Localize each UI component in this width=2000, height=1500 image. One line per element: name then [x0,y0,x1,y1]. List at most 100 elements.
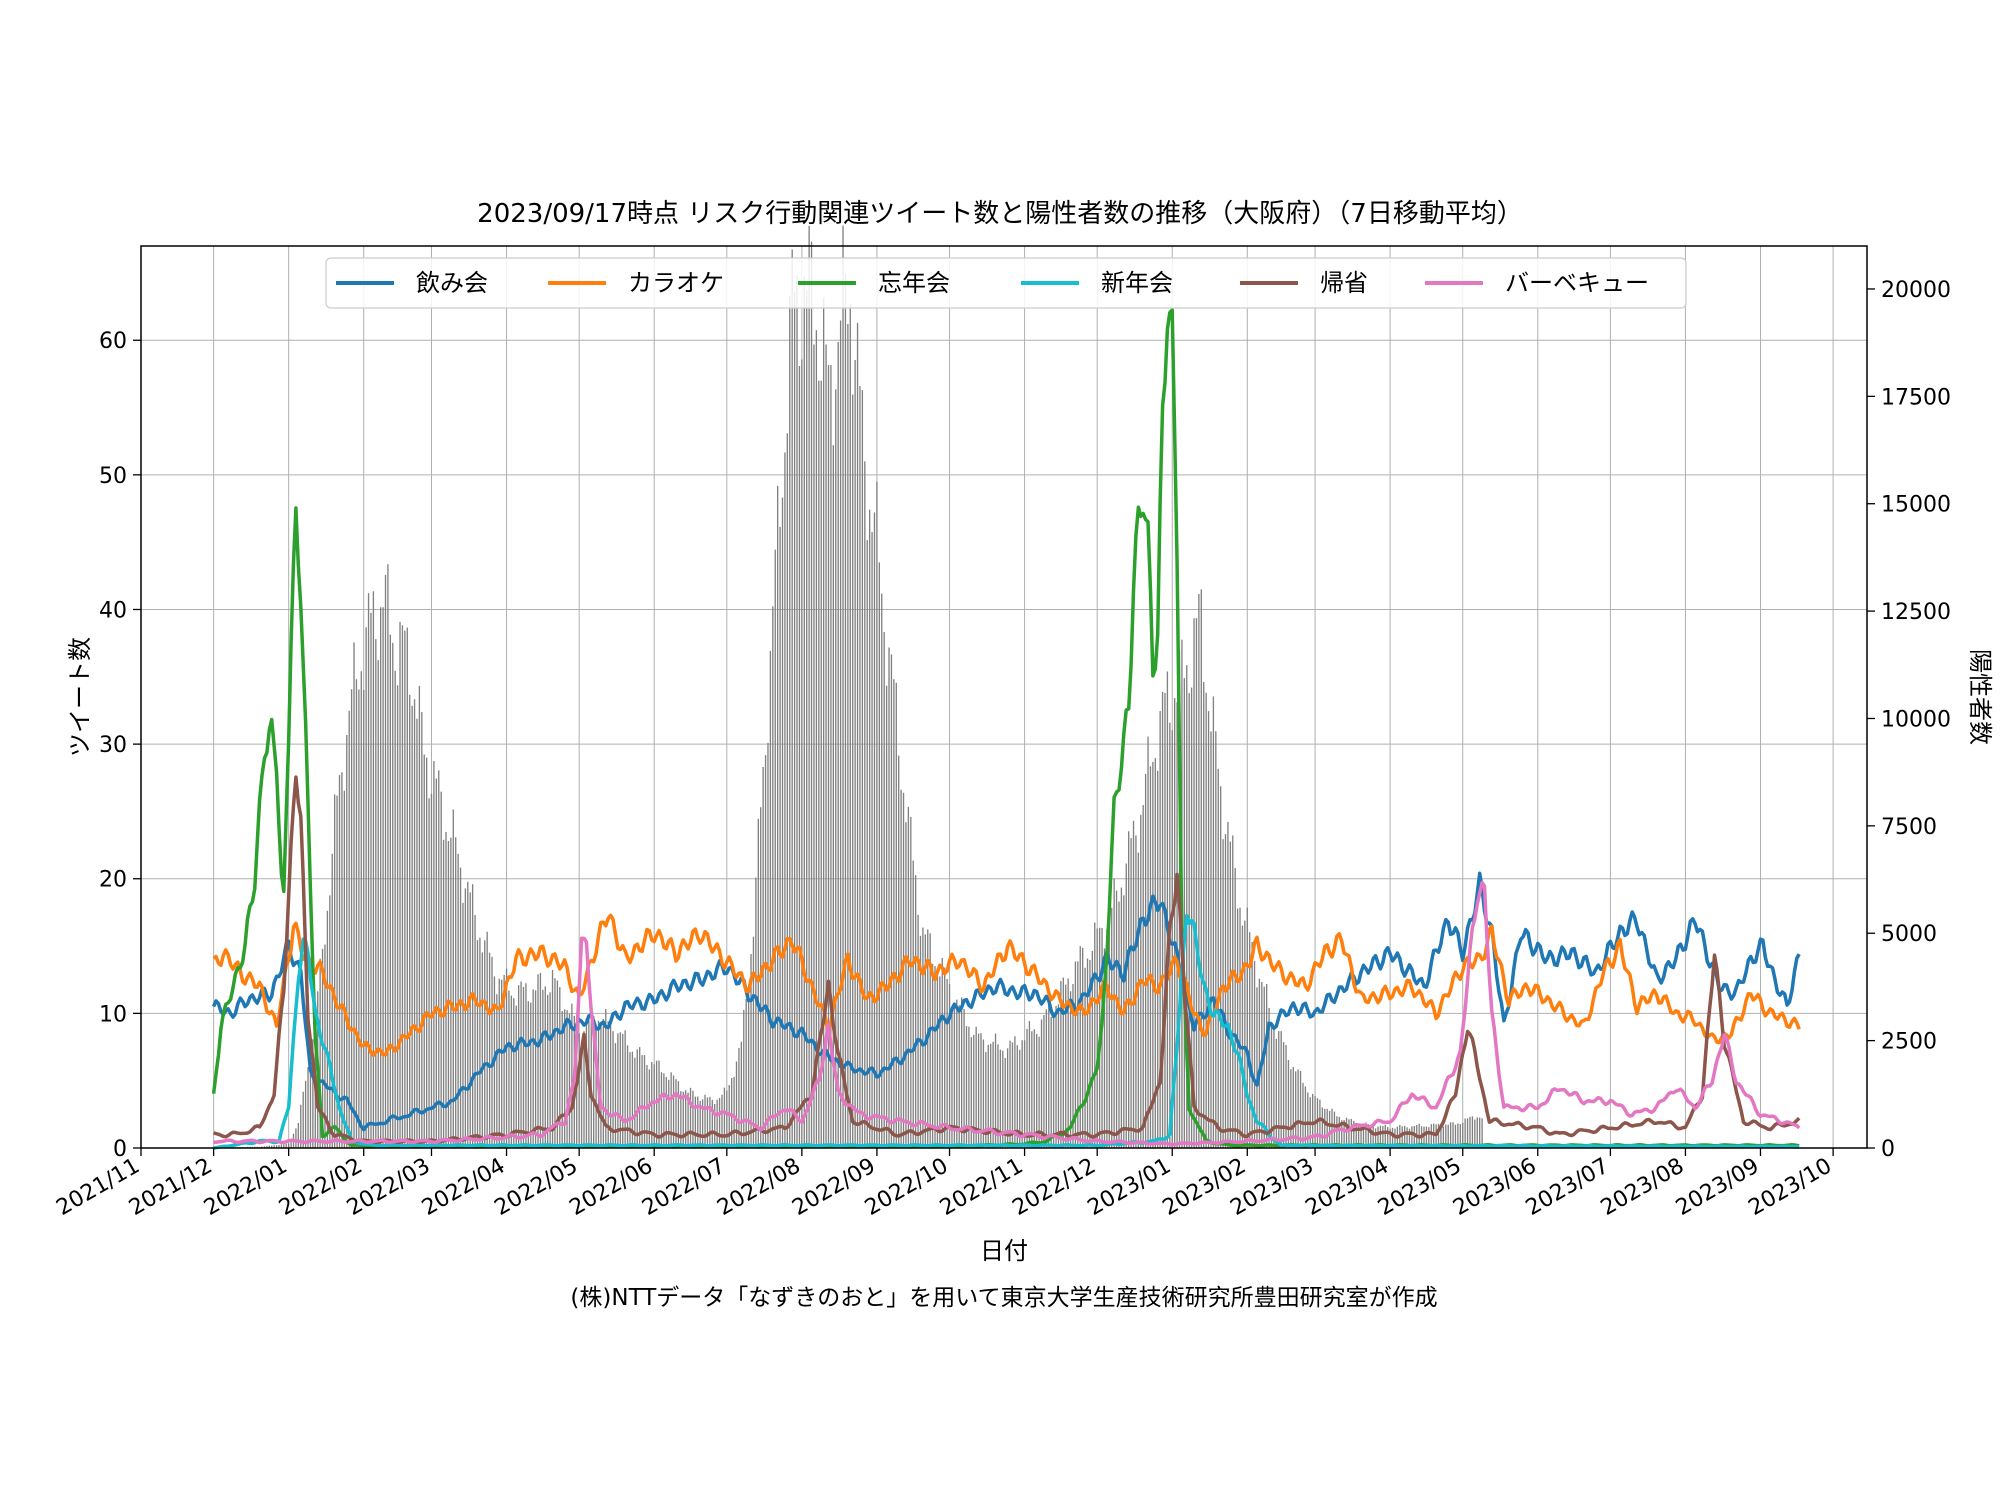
positives-bar [878,562,880,1148]
positives-bar [641,1055,643,1148]
positives-bar [394,670,396,1148]
positives-bar [1343,1120,1345,1148]
positives-bar [1469,1116,1471,1148]
positives-bar [716,1099,718,1148]
positives-bar [1251,942,1253,1148]
positives-bar [593,1015,595,1148]
positives-bar [718,1097,721,1148]
positives-bar [1321,1107,1323,1148]
positives-bar [1479,1117,1481,1148]
positives-bar [776,485,779,1148]
positives-bar [1229,841,1232,1148]
positives-bar [409,694,411,1148]
positives-bar [556,980,559,1148]
positives-bar [728,1085,730,1148]
positives-bar [1319,1099,1321,1148]
positives-bar [747,987,750,1148]
positives-bar [457,853,459,1148]
positives-bar [1270,1021,1273,1148]
positives-bar [343,790,346,1148]
positives-bar [547,994,549,1148]
positives-bar [471,884,474,1148]
positives-bar [636,1049,638,1148]
positives-bar [663,1073,665,1148]
positives-bar [372,591,375,1148]
right-tick-label: 5000 [1881,922,1937,947]
positives-bar [779,526,781,1148]
positives-bar [1200,589,1202,1148]
positives-bar [1009,1040,1011,1148]
positives-bar [563,1009,566,1148]
positives-bar [530,1002,532,1148]
left-tick-label: 40 [99,598,127,623]
positives-bar [568,1013,571,1148]
positives-bar [885,685,888,1148]
left-tick-label: 20 [99,868,127,893]
positives-bar [1113,878,1115,1148]
positives-bar [757,818,759,1148]
positives-bar [1106,928,1108,1148]
positives-bar [333,794,336,1148]
positives-bar [1176,702,1178,1148]
positives-bar [401,625,404,1148]
positives-bar [1171,730,1173,1148]
positives-bar [1290,1069,1292,1148]
positives-bar [694,1096,697,1148]
left-tick-label: 0 [113,1137,127,1162]
series-line-5 [213,775,1801,1145]
positives-bar [389,634,392,1148]
positives-bar [559,987,561,1148]
positives-bar [467,881,469,1148]
positives-bar [672,1075,675,1148]
positives-bar [358,689,360,1148]
positives-bar [948,984,951,1148]
positives-bar [685,1090,687,1148]
positives-bar [561,1011,563,1148]
positives-bar [658,1060,660,1148]
positives-bar [871,532,873,1148]
positives-bar [755,877,757,1148]
positives-bar [786,433,789,1148]
positives-bar [612,1031,614,1148]
positives-bar [280,1144,283,1148]
positives-bar [1377,1126,1379,1148]
positives-bar [706,1097,709,1148]
positives-bar [1384,1124,1386,1148]
positives-bar [1362,1124,1365,1148]
positives-bar [355,679,358,1148]
positives-bar [1236,908,1239,1148]
positives-bar [271,1145,273,1148]
positives-bar [830,365,832,1149]
positives-bar [660,1072,663,1148]
positives-bar [479,937,481,1148]
positives-bar [484,940,486,1148]
positives-bar [791,249,793,1148]
positives-bar [481,952,483,1148]
positives-bar [1016,1045,1018,1148]
positives-bar [914,875,917,1148]
positives-bar [275,1145,278,1148]
positives-bar [595,1026,597,1148]
positives-bar [452,809,454,1148]
left-tick-label: 10 [99,1002,127,1027]
positives-bar [370,612,372,1148]
positives-bar [1474,1119,1476,1148]
positives-bar [665,1077,667,1148]
positives-bar [745,998,747,1148]
positives-bar [968,1026,970,1148]
positives-bar [910,816,912,1148]
positives-bar [1021,1040,1023,1148]
positives-bar [733,1076,735,1148]
positives-bar [515,1005,517,1148]
positives-bar [750,954,752,1148]
positives-bar [1360,1125,1362,1148]
positives-bar [1280,1031,1282,1148]
positives-bar [447,840,450,1148]
positives-bar [302,1091,304,1148]
positives-bar [1173,698,1176,1148]
positives-bar [907,806,910,1148]
series-line-1 [211,871,1801,1132]
positives-bar [711,1099,713,1148]
positives-bar [939,976,941,1148]
positives-bar [1219,786,1222,1148]
